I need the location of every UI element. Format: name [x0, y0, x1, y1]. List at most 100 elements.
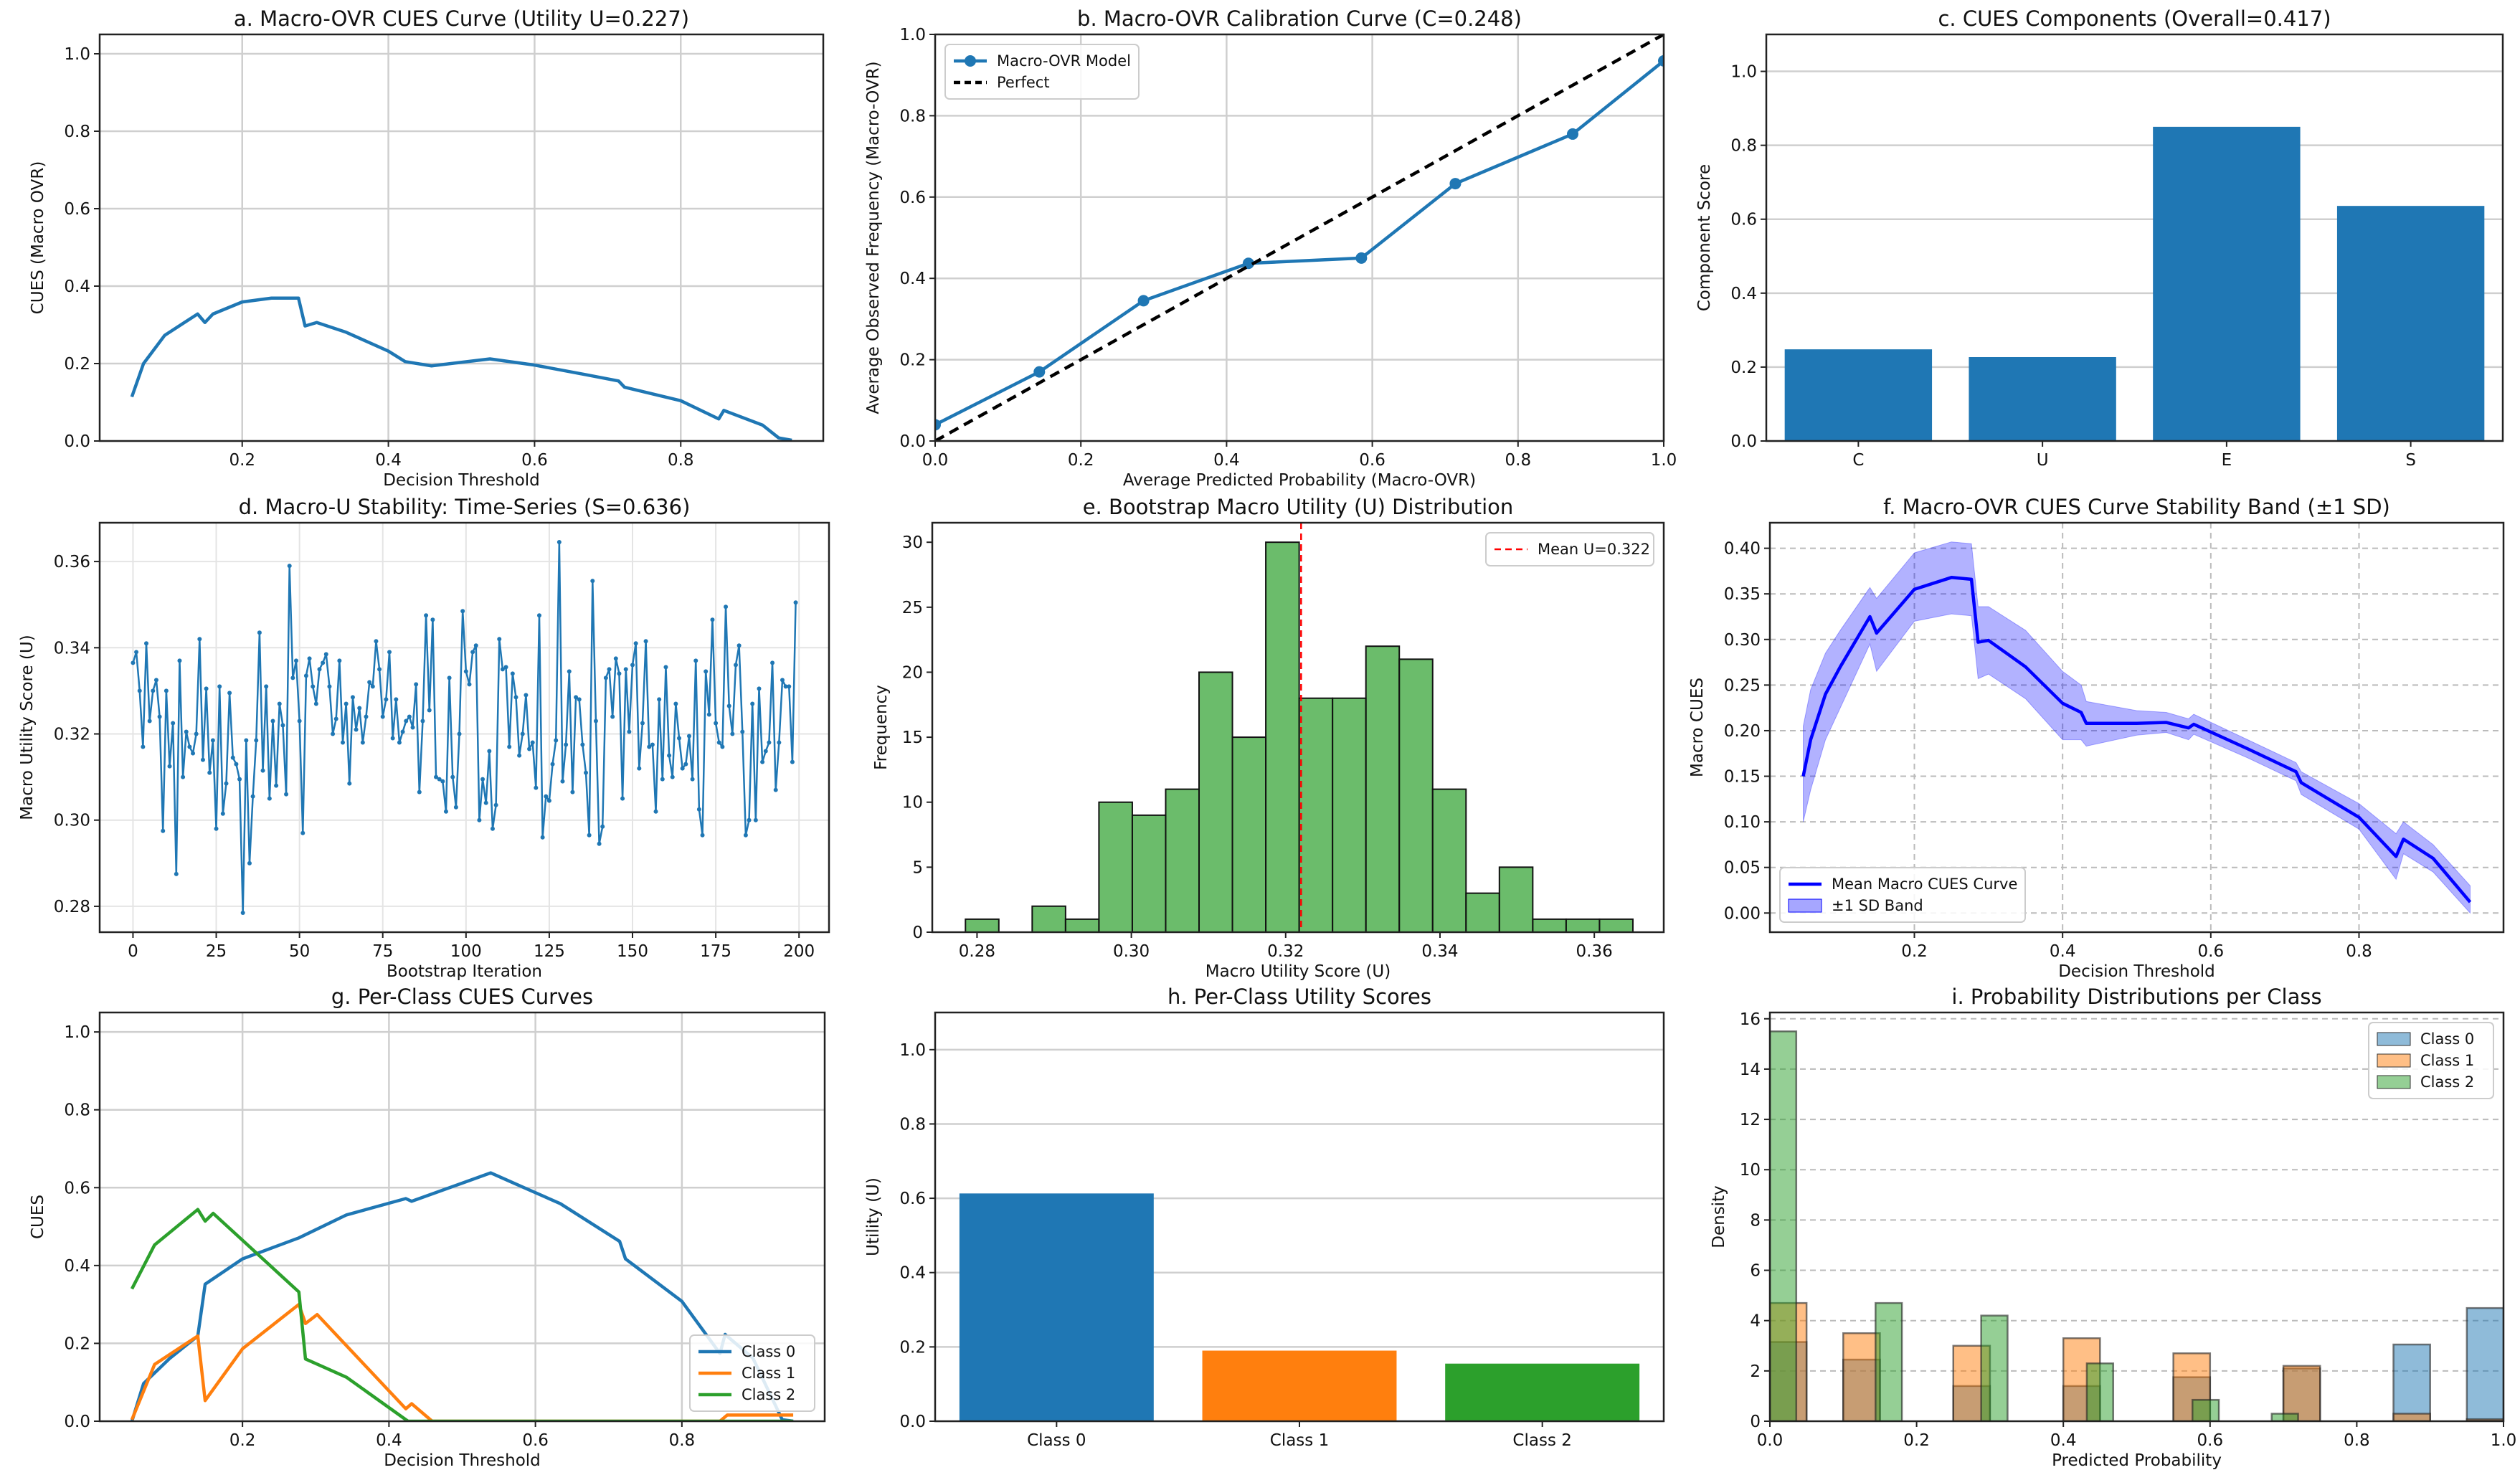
marks: [959, 1193, 1640, 1421]
data-point: [240, 910, 245, 915]
data-point: [153, 678, 158, 683]
y-tick-label: 0.8: [899, 1115, 926, 1134]
series-line: [130, 296, 792, 441]
data-point: [437, 777, 442, 782]
bar: [1445, 1363, 1640, 1421]
x-tick-label: 0.4: [376, 1431, 402, 1450]
marks: [1801, 541, 2472, 914]
data-point: [321, 660, 326, 665]
data-point: [470, 650, 475, 655]
y-tick-label: 6: [1750, 1262, 1761, 1281]
x-tick-label: 0.34: [1421, 942, 1458, 961]
density-bar: [2282, 1365, 2321, 1421]
y-tick-label: 0.6: [899, 1190, 926, 1208]
y-tick-label: 10: [902, 794, 923, 812]
x-axis-label: Average Predicted Probability (Macro-OVR…: [1123, 471, 1476, 490]
legend: Mean Macro CUES Curve ±1 SD Band: [1779, 867, 2026, 923]
x-tick-label: 0.6: [1359, 451, 1385, 470]
x-axis-label: Macro Utility Score (U): [1205, 962, 1391, 981]
density-bar: [2191, 1398, 2220, 1421]
data-point: [440, 779, 445, 784]
data-point: [603, 675, 608, 680]
legend-swatch: [2377, 1053, 2411, 1068]
y-axis-label: CUES (Macro OVR): [29, 161, 47, 315]
histogram-bar: [1431, 788, 1467, 932]
data-point: [407, 714, 412, 719]
data-point: [277, 701, 282, 706]
data-point: [141, 744, 146, 749]
bar: [1969, 356, 2116, 441]
data-point: [467, 682, 472, 687]
data-point: [560, 779, 565, 784]
axes-frame: [1768, 1011, 2505, 1423]
data-point: [667, 753, 672, 758]
y-tick-label: 16: [1740, 1010, 1761, 1029]
data-point: [157, 714, 162, 719]
data-point: [434, 774, 439, 779]
data-point: [590, 579, 595, 584]
series-line: [935, 34, 1664, 441]
y-tick-label: 1.0: [899, 26, 926, 44]
data-point: [490, 826, 495, 831]
density-bar: [1842, 1332, 1881, 1421]
x-tick-label: 0.28: [959, 942, 995, 961]
data-point: [700, 833, 705, 838]
data-point: [164, 688, 169, 693]
marks: [965, 523, 1634, 932]
y-tick-label: 0.10: [1724, 813, 1761, 832]
data-point: [677, 736, 682, 741]
data-point: [214, 826, 219, 831]
data-point: [623, 667, 628, 672]
y-axis-label: Frequency: [872, 685, 891, 770]
data-point: [341, 740, 345, 745]
data-point: [773, 787, 778, 792]
axes-frame: [1768, 521, 2505, 934]
histogram-bar: [1598, 918, 1634, 932]
data-point: [144, 641, 149, 646]
y-tick-label: 0.32: [54, 726, 90, 744]
axes-frame: [1765, 33, 2504, 442]
data-point: [197, 637, 202, 642]
y-tick-label: 0.6: [1730, 211, 1757, 229]
x-tick-label: 1.0: [2491, 1431, 2517, 1450]
data-point: [527, 746, 532, 751]
y-tick-label: 0.25: [1724, 676, 1761, 695]
data-point: [783, 684, 788, 689]
histogram-bar: [1465, 892, 1500, 932]
data-point: [1033, 366, 1046, 378]
data-point: [597, 841, 602, 846]
legend-label: Class 0: [2420, 1030, 2474, 1048]
x-tick-label: 0.4: [1213, 451, 1240, 470]
data-point: [344, 701, 349, 706]
data-point: [297, 718, 302, 724]
sd-band: [1803, 541, 2471, 914]
data-point: [417, 789, 422, 795]
y-axis-label: Average Observed Frequency (Macro-OVR): [864, 61, 883, 414]
y-tick-label: 30: [902, 533, 923, 552]
y-tick-label: 0.28: [54, 898, 90, 916]
data-point: [733, 663, 738, 668]
x-tick-label: 0.2: [1068, 451, 1094, 470]
data-point: [357, 706, 362, 711]
data-point: [270, 718, 275, 724]
x-tick-label: 0: [128, 942, 138, 961]
data-point: [546, 798, 551, 803]
data-point: [607, 667, 612, 672]
data-point: [400, 729, 405, 734]
legend-label: Mean Macro CUES Curve: [1832, 876, 2017, 893]
data-point: [317, 667, 322, 672]
subplot-b: 0.0 0.2 0.4 0.6 0.8 1.0 0.0 0.2 0.4 0.6 0.8 1.0 b. M…: [864, 6, 1677, 490]
x-tick-label: 0.2: [1903, 1431, 1930, 1450]
data-point: [347, 781, 352, 786]
y-tick-label: 12: [1740, 1111, 1761, 1129]
data-point: [613, 656, 618, 661]
data-point: [777, 740, 782, 745]
x-tick-label: 0.36: [1576, 942, 1613, 961]
chart-title: d. Macro-U Stability: Time-Series (S=0.6…: [239, 495, 691, 519]
data-point: [457, 731, 462, 736]
x-tick-label: Class 0: [1027, 1431, 1086, 1450]
chart-title: b. Macro-OVR Calibration Curve (C=0.248): [1077, 6, 1522, 31]
subplot-e: 0.28 0.30 0.32 0.34 0.36 0 5 10 15 20 25 30 e. Boots…: [872, 495, 1665, 981]
density-bar: [1980, 1314, 2009, 1421]
y-tick-label: 0.2: [899, 351, 926, 370]
